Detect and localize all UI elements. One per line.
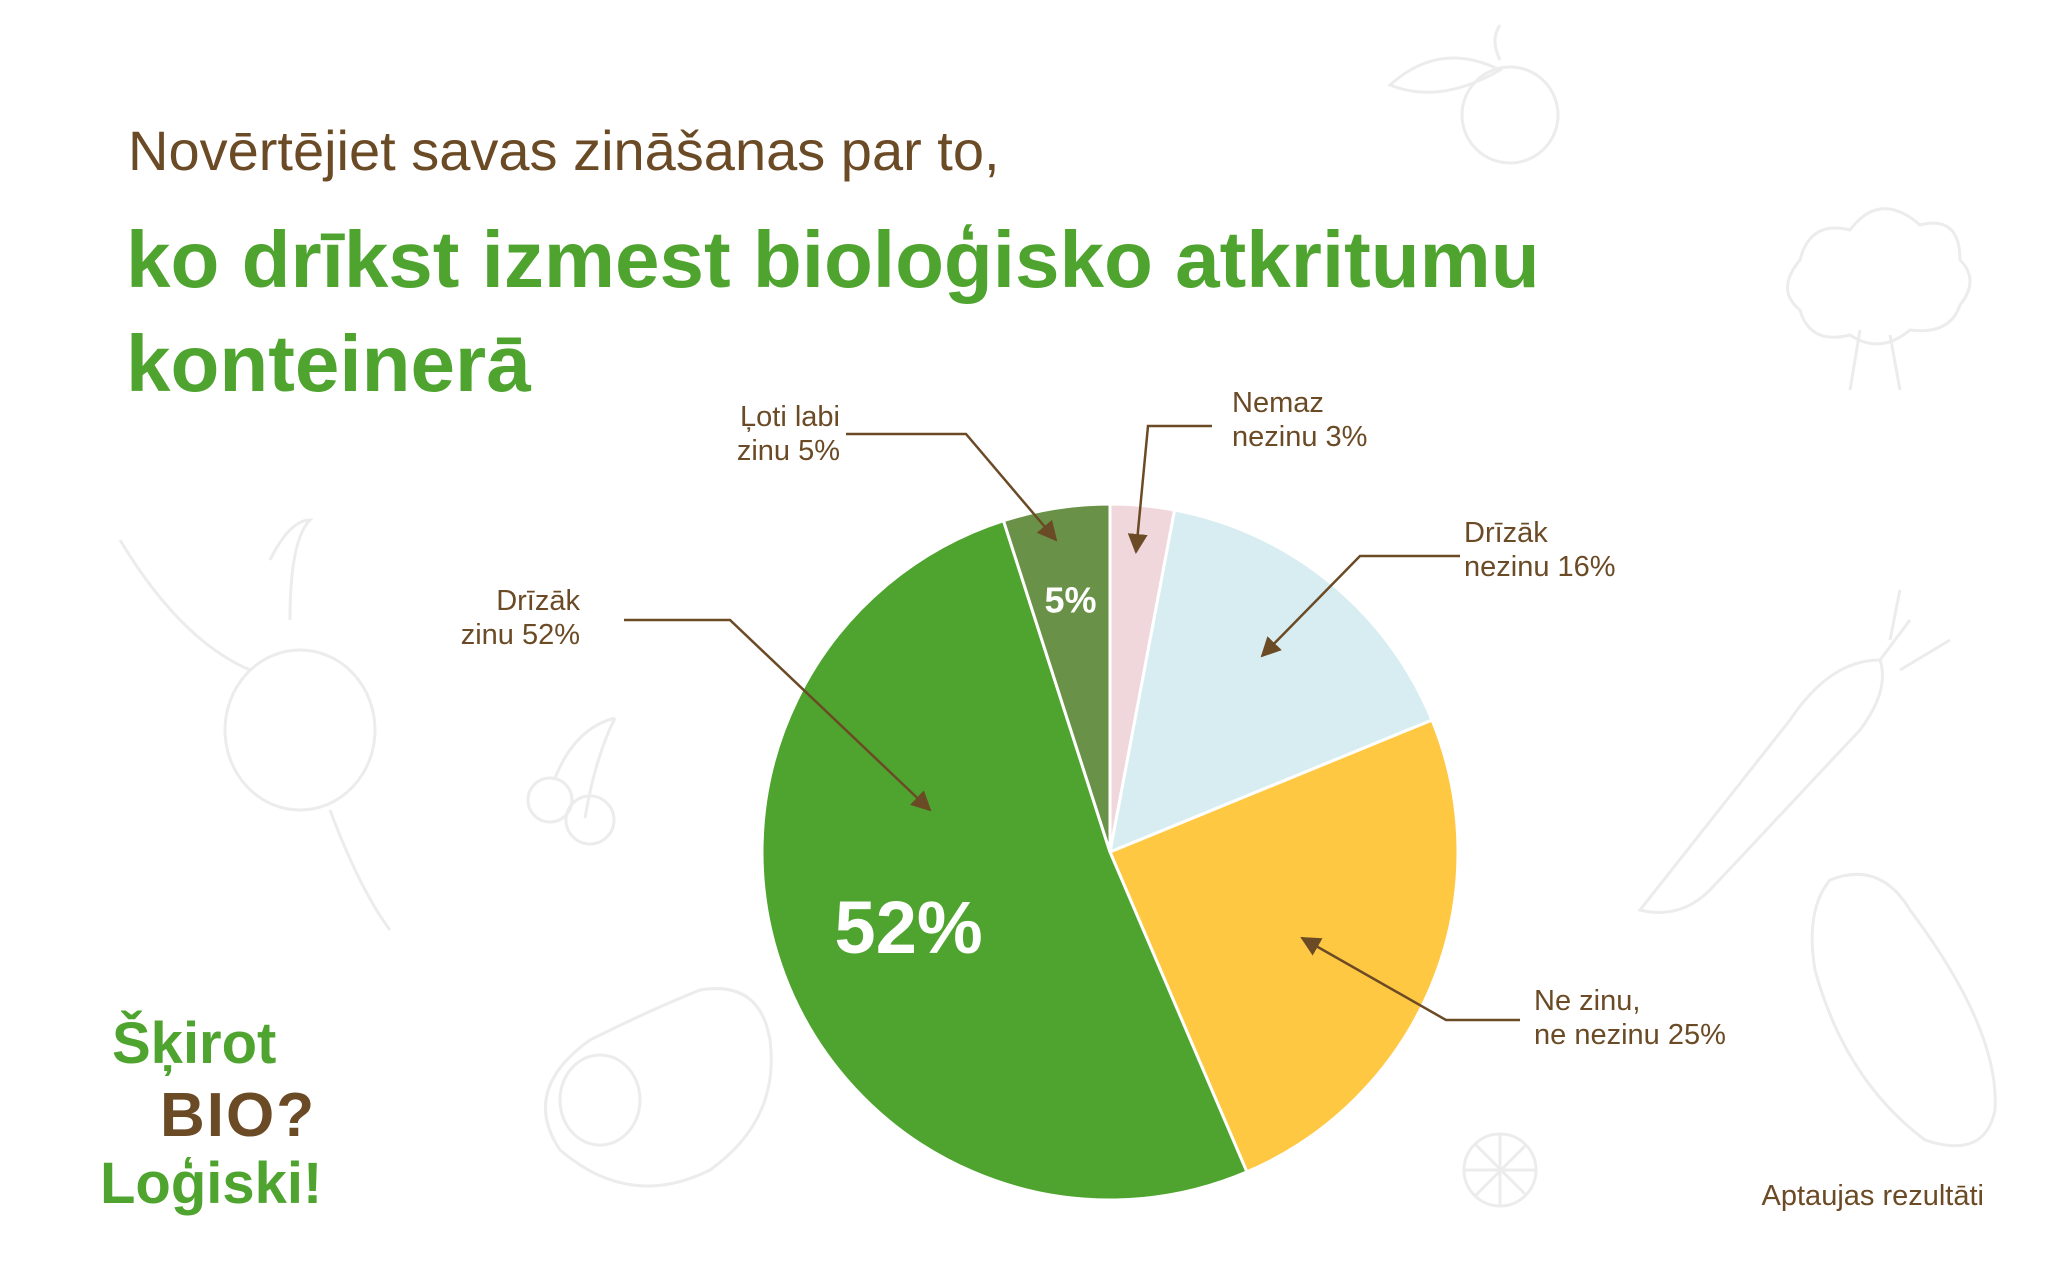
apple-doodle-icon (1387, 24, 1560, 165)
callout-label-drizak-zinu: Drīzāk zinu 52% (461, 584, 580, 652)
slice-inner-label-drizak-zinu: 52% (835, 886, 983, 969)
logo-line-3: Loģiski! (100, 1151, 323, 1216)
callout-line-2: zinu 5% (736, 435, 840, 467)
callout-line-1: Drīzāk (1464, 517, 1548, 549)
pie-slice-drizak-nezinu (1108, 508, 1434, 855)
callout-line-2: zinu 52% (460, 619, 580, 651)
pie-slice-loti-labi-zinu (1001, 502, 1112, 853)
callout-line-2: nezinu 3% (1232, 421, 1368, 453)
callout-line-2: ne nezinu 25% (1534, 1019, 1726, 1051)
callout-label-nemaz-nezinu: Nemaz nezinu 3% (1232, 386, 1367, 454)
lemon-slice-doodle-icon (1462, 1132, 1538, 1208)
callout-line-1: Ļoti labi (740, 401, 840, 433)
leader-line-nemaz-nezinu (1127, 424, 1212, 554)
pie-slice-ne-zinu-ne-nezinu (1108, 718, 1460, 1174)
logo-line-1: Šķirot (112, 1011, 277, 1076)
title-line-1: Novērtējiet savas zināšanas par to, (128, 119, 1000, 182)
avocado-doodle-icon (544, 987, 773, 1188)
callout-label-ne-zinu-ne-nezinu: Ne zinu, ne nezinu 25% (1534, 984, 1726, 1052)
carrot-doodle-icon (1637, 589, 1951, 914)
callout-line-1: Drīzāk (496, 585, 580, 617)
callout-label-loti-labi-zinu: Ļoti labi zinu 5% (737, 400, 840, 468)
eggplant-doodle-icon (1810, 872, 1997, 1148)
cauliflower-doodle-icon (1786, 207, 1972, 391)
slice-inner-label-loti-labi-zinu: 5% (1044, 580, 1096, 621)
logo-line-2: BIO? (160, 1081, 317, 1150)
pie-slice-drizak-zinu (760, 518, 1249, 1202)
leader-line-drizak-nezinu (1260, 554, 1460, 658)
leader-line-loti-labi-zinu (846, 432, 1058, 542)
callout-line-1: Ne zinu, (1534, 985, 1641, 1017)
callout-label-drizak-nezinu: Drīzāk nezinu 16% (1464, 516, 1616, 584)
callout-line-2: nezinu 16% (1464, 551, 1616, 583)
leader-line-ne-zinu-ne-nezinu (1300, 936, 1520, 1022)
footer-note: Aptaujas rezultāti (1761, 1180, 1984, 1212)
title-line-2: ko drīkst izmest bioloģisko atkritumu ko… (126, 215, 1540, 408)
beet-doodle-icon (118, 518, 392, 931)
callout-line-1: Nemaz (1232, 387, 1324, 419)
leader-line-drizak-zinu (624, 618, 932, 812)
logo: Šķirot BIO? Loģiski! (100, 1010, 360, 1220)
cherries-doodle-icon (526, 716, 617, 846)
